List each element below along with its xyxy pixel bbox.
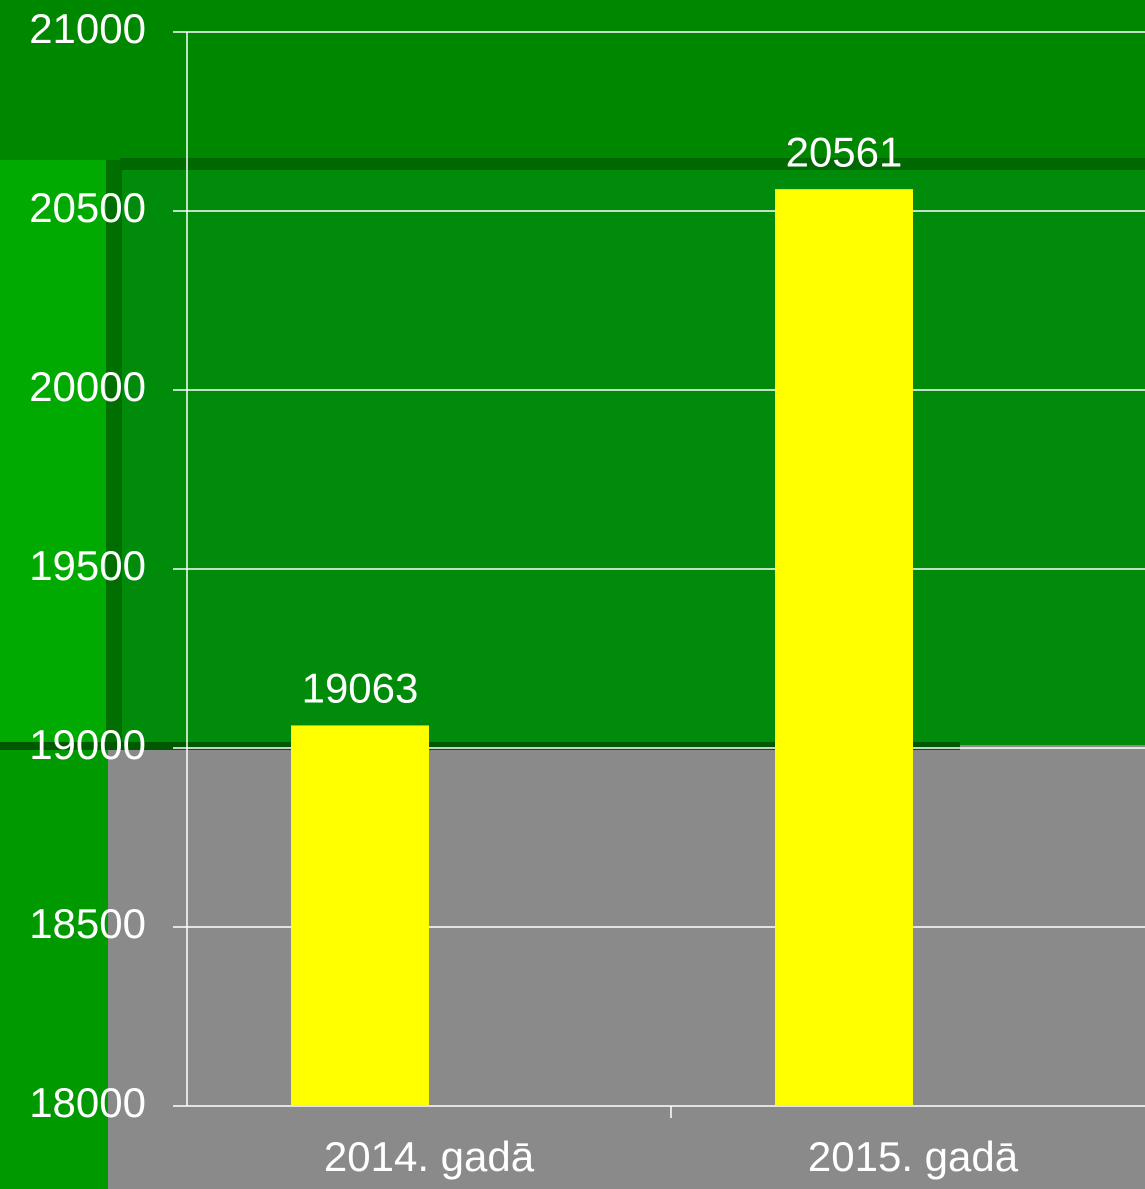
middle-panel — [122, 170, 1145, 745]
left-lower-panel — [0, 745, 108, 1189]
x-tick-label: 2014. gadā — [324, 1133, 535, 1180]
y-tick-label: 18000 — [29, 1079, 146, 1126]
lower-panel — [108, 745, 1145, 1189]
left-panel — [0, 160, 112, 745]
y-tick-label: 19000 — [29, 721, 146, 768]
y-tick-label: 21000 — [29, 5, 146, 52]
data-label: 19063 — [302, 665, 419, 712]
y-tick-label: 20000 — [29, 363, 146, 410]
panel-edge — [0, 742, 960, 750]
y-tick-label: 19500 — [29, 542, 146, 589]
top-band — [0, 0, 1145, 160]
bar — [775, 189, 913, 1107]
x-tick-label: 2015. gadā — [808, 1133, 1019, 1180]
y-tick-label: 20500 — [29, 184, 146, 231]
data-label: 20561 — [786, 128, 903, 175]
y-tick-label: 18500 — [29, 900, 146, 947]
bar — [291, 725, 429, 1106]
panel-edge — [120, 158, 1145, 170]
panel-edge — [106, 160, 122, 750]
